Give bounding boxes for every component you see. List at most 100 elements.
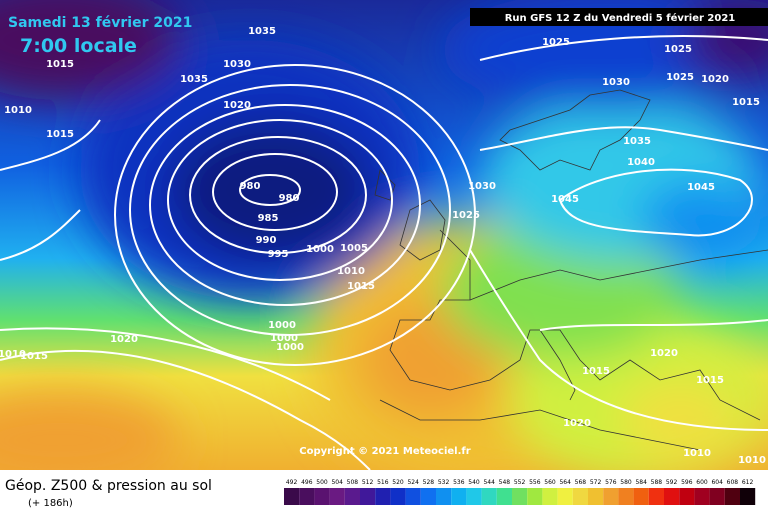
- colorbar-cell: [633, 488, 649, 505]
- isobar-label: 1015: [20, 351, 48, 362]
- colorbar-cell: [679, 488, 695, 505]
- isobar-label: 1045: [551, 194, 579, 205]
- isobar-label: 985: [258, 213, 279, 224]
- colorbar-cell: [572, 488, 588, 505]
- colorbar-cell: [420, 488, 436, 505]
- colorbar-label: 580: [620, 479, 632, 486]
- isobar-label: 980: [240, 181, 261, 192]
- footer-lead: (+ 186h): [28, 498, 73, 509]
- colorbar-label: 552: [514, 479, 526, 486]
- colorbar-label: 568: [575, 479, 587, 486]
- isobar-label: 1020: [563, 418, 591, 429]
- colorbar-label: 604: [711, 479, 723, 486]
- colorbar-label: 612: [742, 479, 754, 486]
- date-label: Samedi 13 février 2021: [8, 15, 192, 31]
- colorbar-label: 548: [499, 479, 511, 486]
- isobar-label: 1020: [650, 348, 678, 359]
- colorbar-label: 596: [681, 479, 693, 486]
- colorbar-label: 536: [453, 479, 465, 486]
- isobar-label: 1020: [223, 100, 251, 111]
- colorbar-label: 532: [438, 479, 450, 486]
- isobar-label: 1000: [276, 342, 304, 353]
- colorbar-cell: [648, 488, 664, 505]
- run-box: [470, 8, 768, 26]
- isobar-label: 1020: [701, 74, 729, 85]
- colorbar-label: 560: [544, 479, 556, 486]
- isobar-label: 1015: [582, 366, 610, 377]
- isobars: [0, 35, 768, 470]
- colorbar-cell: [740, 488, 756, 505]
- isobar-label: 1025: [666, 72, 694, 83]
- isobar-label: 1010: [337, 266, 365, 277]
- colorbar-cell: [588, 488, 604, 505]
- colorbar-cell: [512, 488, 528, 505]
- colorbar-cell: [542, 488, 558, 505]
- colorbar-cell: [724, 488, 740, 505]
- isobar-label: 1035: [248, 26, 276, 37]
- isobar-label: 1000: [270, 333, 298, 344]
- colorbar-label: 504: [331, 479, 343, 486]
- colorbar-cell: [664, 488, 680, 505]
- colorbar-label: 528: [423, 479, 435, 486]
- coastlines: [374, 89, 768, 451]
- isobar-label: 1025: [452, 210, 480, 221]
- isobar-label: 1000: [268, 320, 296, 331]
- colorbar-cell: [405, 488, 421, 505]
- colorbar-cell: [360, 488, 376, 505]
- colorbar-label: 556: [529, 479, 541, 486]
- colorbar-cell: [344, 488, 360, 505]
- colorbar-label: 584: [635, 479, 647, 486]
- isobar-label: 1030: [602, 77, 630, 88]
- footer-title: Géop. Z500 & pression au sol: [5, 478, 212, 494]
- colorbar-label: 608: [727, 479, 739, 486]
- isobar-label: 1010: [683, 448, 711, 459]
- colorbar-label: 508: [347, 479, 359, 486]
- colorbar: 492 496 500 504 508 512 516 520 524 528 532 536 540 5…: [284, 479, 756, 505]
- isobar-labels: 1035101510101015103010351020980980985990…: [0, 26, 766, 466]
- colorbar-label: 496: [301, 479, 313, 486]
- colorbar-cell: [314, 488, 330, 505]
- isobar-label: 1015: [347, 281, 375, 292]
- colorbar-cell: [329, 488, 345, 505]
- colorbar-label: 500: [316, 479, 328, 486]
- colorbar-label: 600: [696, 479, 708, 486]
- colorbar-cell: [618, 488, 634, 505]
- isobar-label: 1025: [664, 44, 692, 55]
- run-label: Run GFS 12 Z du Vendredi 5 février 2021: [505, 12, 736, 24]
- colorbar-cell: [603, 488, 619, 505]
- colorbar-label: 512: [362, 479, 374, 486]
- isobar-label: 1035: [623, 136, 651, 147]
- isobar-label: 1025: [542, 37, 570, 48]
- colorbar-cell: [466, 488, 482, 505]
- colorbar-cell: [451, 488, 467, 505]
- colorbar-cell: [481, 488, 497, 505]
- time-label: 7:00 locale: [20, 35, 137, 57]
- isobar-label: 980: [279, 193, 300, 204]
- isobar-label: 1030: [468, 181, 496, 192]
- isobar-label: 995: [268, 249, 289, 260]
- isobar-label: 1015: [696, 375, 724, 386]
- colorbar-cell: [299, 488, 315, 505]
- colorbar-cell: [436, 488, 452, 505]
- isobar-label: 1000: [306, 244, 334, 255]
- isobar-label: 990: [256, 235, 277, 246]
- isobar-label: 1030: [223, 59, 251, 70]
- colorbar-label: 540: [468, 479, 480, 486]
- colorbar-cell: [284, 488, 300, 505]
- isobar-label: 1035: [180, 74, 208, 85]
- colorbar-cell: [709, 488, 725, 505]
- colorbar-label: 492: [286, 479, 298, 486]
- colorbar-cell: [375, 488, 391, 505]
- isobar-label: 1040: [627, 157, 655, 168]
- isobar-label: 1010: [4, 105, 32, 116]
- colorbar-cell: [527, 488, 543, 505]
- colorbar-label: 588: [651, 479, 663, 486]
- colorbar-cell: [496, 488, 512, 505]
- isobar-label: 1010: [738, 455, 766, 466]
- colorbar-label: 576: [605, 479, 617, 486]
- colorbar-label: 592: [666, 479, 678, 486]
- colorbar-cell: [557, 488, 573, 505]
- colorbar-label: 520: [392, 479, 404, 486]
- isobar-label: 1015: [46, 129, 74, 140]
